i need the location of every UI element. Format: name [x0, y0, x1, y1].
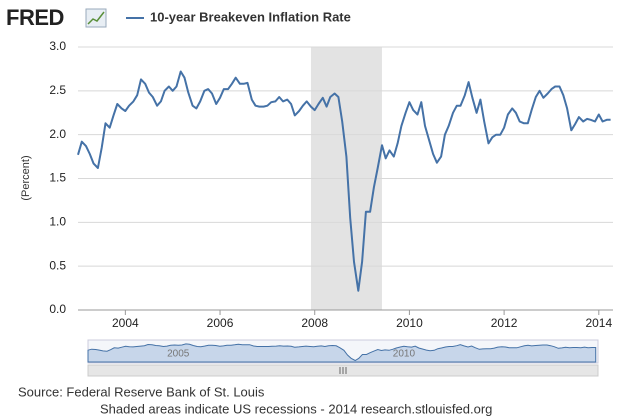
y-tick-label: 0.0: [49, 302, 66, 316]
navigator-label: 2005: [167, 349, 190, 360]
logo-icon-line: [87, 11, 105, 25]
y-tick-label: 1.0: [49, 215, 66, 229]
x-tick-label: 2006: [207, 316, 234, 330]
y-tick-label: 3.0: [49, 39, 66, 53]
logo-icon: [85, 8, 107, 28]
x-tick-label: 2014: [585, 316, 612, 330]
series-line: [77, 70, 611, 292]
y-tick-label: 1.5: [49, 171, 66, 185]
x-tick-label: 2010: [396, 316, 423, 330]
footnote: Shaded areas indicate US recessions - 20…: [100, 401, 492, 416]
navigator-label: 2010: [393, 349, 416, 360]
y-tick-label: 0.5: [49, 258, 66, 272]
x-tick-label: 2012: [491, 316, 518, 330]
navigator-area: [87, 343, 597, 363]
x-tick-label: 2004: [112, 316, 139, 330]
y-tick-label: 2.0: [49, 127, 66, 141]
y-tick-label: 2.5: [49, 83, 66, 97]
source: Source: Federal Reserve Bank of St. Loui…: [18, 384, 265, 399]
y-axis-label: (Percent): [20, 155, 32, 200]
x-tick-label: 2008: [301, 316, 328, 330]
scrollbar-grip: [339, 367, 347, 374]
logo: FRED: [6, 5, 64, 30]
legend-label: 10-year Breakeven Inflation Rate: [150, 9, 351, 24]
